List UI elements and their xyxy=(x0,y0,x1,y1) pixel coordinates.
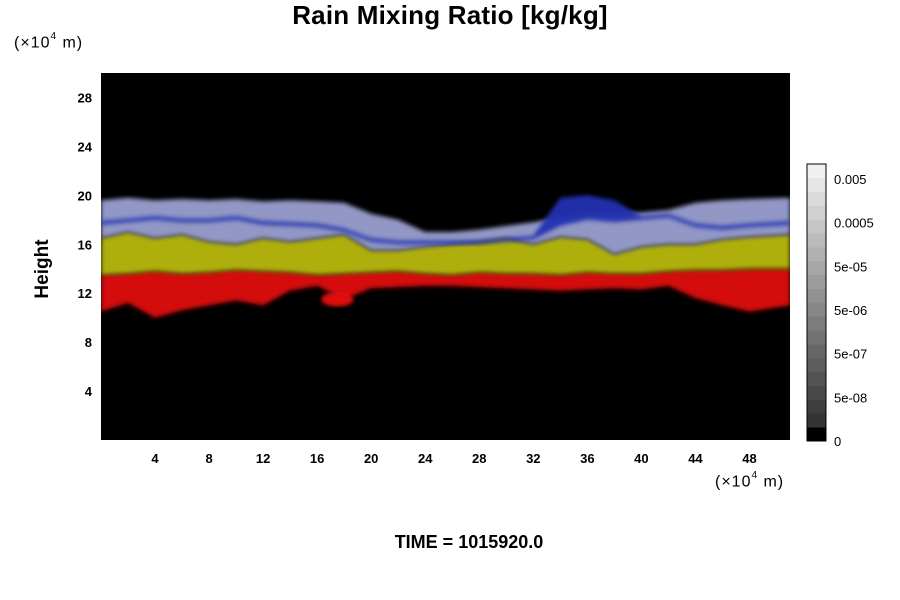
colorbar-step xyxy=(807,344,826,359)
time-label: TIME = 1015920.0 xyxy=(394,532,544,552)
data-layer-3 xyxy=(101,197,790,255)
colorbar-label: 5e-06 xyxy=(834,303,867,318)
x-tick-label: 16 xyxy=(310,451,324,466)
x-tick-label: 12 xyxy=(256,451,270,466)
colorbar-step xyxy=(807,233,826,248)
x-unit-prefix: (×10 xyxy=(715,473,752,491)
x-tick-label: 4 xyxy=(151,451,159,466)
colorbar-label: 5e-08 xyxy=(834,390,867,405)
colorbar-step xyxy=(807,399,826,414)
x-axis-unit: (×104 m) xyxy=(715,470,785,491)
x-unit-exponent: 4 xyxy=(751,470,759,481)
data-layer-2 xyxy=(101,232,790,275)
colorbar-step xyxy=(807,247,826,262)
y-axis-unit: (×104 m) xyxy=(14,31,84,52)
y-tick-label: 12 xyxy=(78,286,92,301)
chart-title: Rain Mixing Ratio [kg/kg] xyxy=(292,0,608,30)
y-axis-ticks: 4 8 12 16 20 24 28 xyxy=(78,90,93,399)
x-tick-label: 28 xyxy=(472,451,486,466)
colorbar-frame xyxy=(806,163,827,442)
x-axis-ticks: 4 8 12 16 20 24 28 32 36 40 44 48 xyxy=(151,451,756,466)
y-tick-label: 4 xyxy=(85,384,93,399)
colorbar: 0.005 0.0005 5e-05 5e-06 5e-07 5e-08 0 xyxy=(806,163,874,449)
x-tick-label: 44 xyxy=(688,451,703,466)
y-tick-label: 8 xyxy=(85,335,92,350)
y-unit-prefix: (×10 xyxy=(14,34,51,52)
x-tick-label: 8 xyxy=(205,451,212,466)
colorbar-step xyxy=(807,357,826,373)
y-tick-label: 16 xyxy=(78,237,92,252)
colorbar-step xyxy=(807,164,826,179)
colorbar-step xyxy=(807,385,826,400)
colorbar-label: 0 xyxy=(834,434,841,449)
colorbar-step xyxy=(807,191,826,206)
colorbar-step xyxy=(807,260,826,276)
colorbar-step xyxy=(807,316,826,331)
colorbar-step xyxy=(807,302,826,317)
x-unit-suffix: m) xyxy=(758,473,785,491)
colorbar-step xyxy=(807,330,826,345)
colorbar-step xyxy=(807,177,826,192)
data-layer-4 xyxy=(101,195,790,245)
y-unit-exponent: 4 xyxy=(50,31,58,42)
colorbar-step xyxy=(807,274,826,289)
y-tick-label: 20 xyxy=(78,188,92,203)
colorbar-step xyxy=(807,205,826,220)
y-tick-label: 24 xyxy=(78,139,93,154)
data-blob-1 xyxy=(321,291,354,307)
colorbar-step xyxy=(807,427,826,442)
colorbar-label: 5e-05 xyxy=(834,259,867,274)
colorbar-label: 5e-07 xyxy=(834,347,867,362)
colorbar-step xyxy=(807,371,826,386)
y-unit-suffix: m) xyxy=(57,34,84,52)
colorbar-label: 0.0005 xyxy=(834,216,874,231)
colorbar-label: 0.005 xyxy=(834,172,867,187)
x-tick-label: 24 xyxy=(418,451,433,466)
colorbar-step xyxy=(807,288,826,303)
data-layers xyxy=(101,195,790,318)
x-tick-label: 40 xyxy=(634,451,648,466)
x-tick-label: 36 xyxy=(580,451,594,466)
y-tick-label: 28 xyxy=(78,90,92,105)
data-layer-1 xyxy=(101,268,790,318)
colorbar-step xyxy=(807,219,826,234)
x-tick-label: 32 xyxy=(526,451,540,466)
x-tick-label: 48 xyxy=(742,451,756,466)
x-tick-label: 20 xyxy=(364,451,378,466)
colorbar-step xyxy=(807,413,826,428)
